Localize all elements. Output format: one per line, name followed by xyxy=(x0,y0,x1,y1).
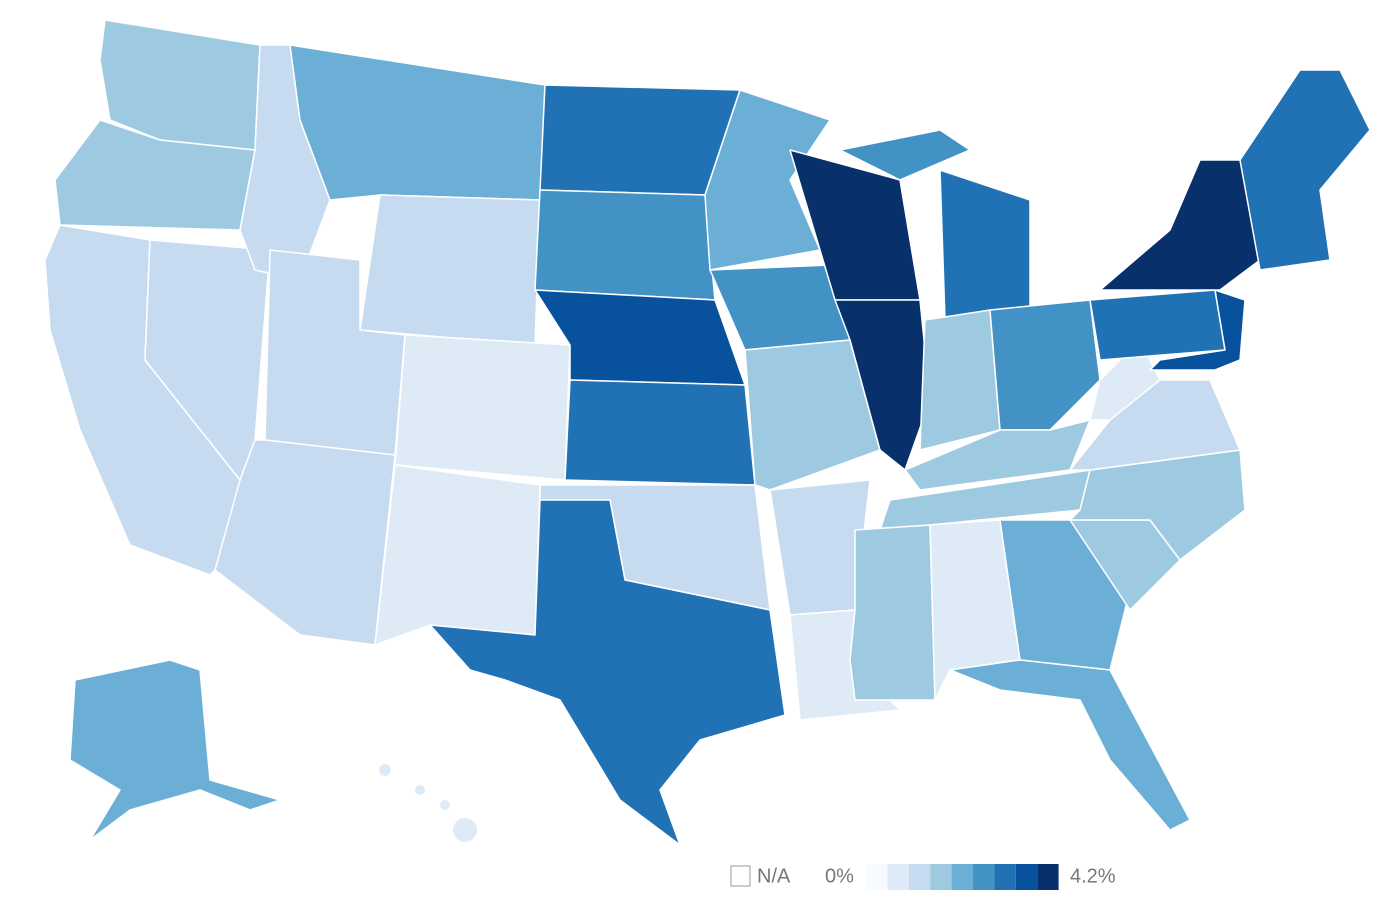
state xyxy=(989,299,1101,431)
state xyxy=(564,379,756,486)
min-label: 0% xyxy=(825,865,854,887)
state xyxy=(289,44,546,201)
state xyxy=(1089,339,1161,421)
state xyxy=(1089,289,1226,361)
state xyxy=(1149,289,1246,371)
legend-swatch xyxy=(973,864,995,890)
island xyxy=(453,818,477,842)
state xyxy=(839,129,971,181)
na-swatch xyxy=(730,865,751,887)
state xyxy=(919,309,1001,451)
state xyxy=(949,659,1191,831)
island xyxy=(415,785,425,795)
legend-swatch xyxy=(866,864,888,890)
states xyxy=(44,19,1371,846)
state xyxy=(394,334,571,481)
max-label: 4.2% xyxy=(1070,865,1116,887)
legend-swatch xyxy=(930,864,952,890)
state xyxy=(1099,159,1261,291)
state xyxy=(744,339,881,491)
island xyxy=(379,764,391,776)
legend-swatch xyxy=(1015,864,1038,890)
legend-swatch xyxy=(908,864,931,890)
state xyxy=(429,499,786,846)
state xyxy=(939,169,1031,321)
state xyxy=(359,194,541,346)
legend: N/A 0% 4.2% xyxy=(730,864,1116,890)
legend-swatch xyxy=(994,864,1016,890)
legend-swatch xyxy=(951,864,973,890)
state xyxy=(1239,69,1371,271)
legend-swatch xyxy=(1037,864,1059,890)
state xyxy=(69,659,281,841)
state xyxy=(534,189,716,301)
state xyxy=(849,524,936,701)
state xyxy=(214,439,396,646)
state xyxy=(374,464,541,646)
state xyxy=(1069,449,1246,561)
na-label: N/A xyxy=(757,865,791,887)
island xyxy=(440,800,450,810)
legend-swatch xyxy=(887,864,909,890)
